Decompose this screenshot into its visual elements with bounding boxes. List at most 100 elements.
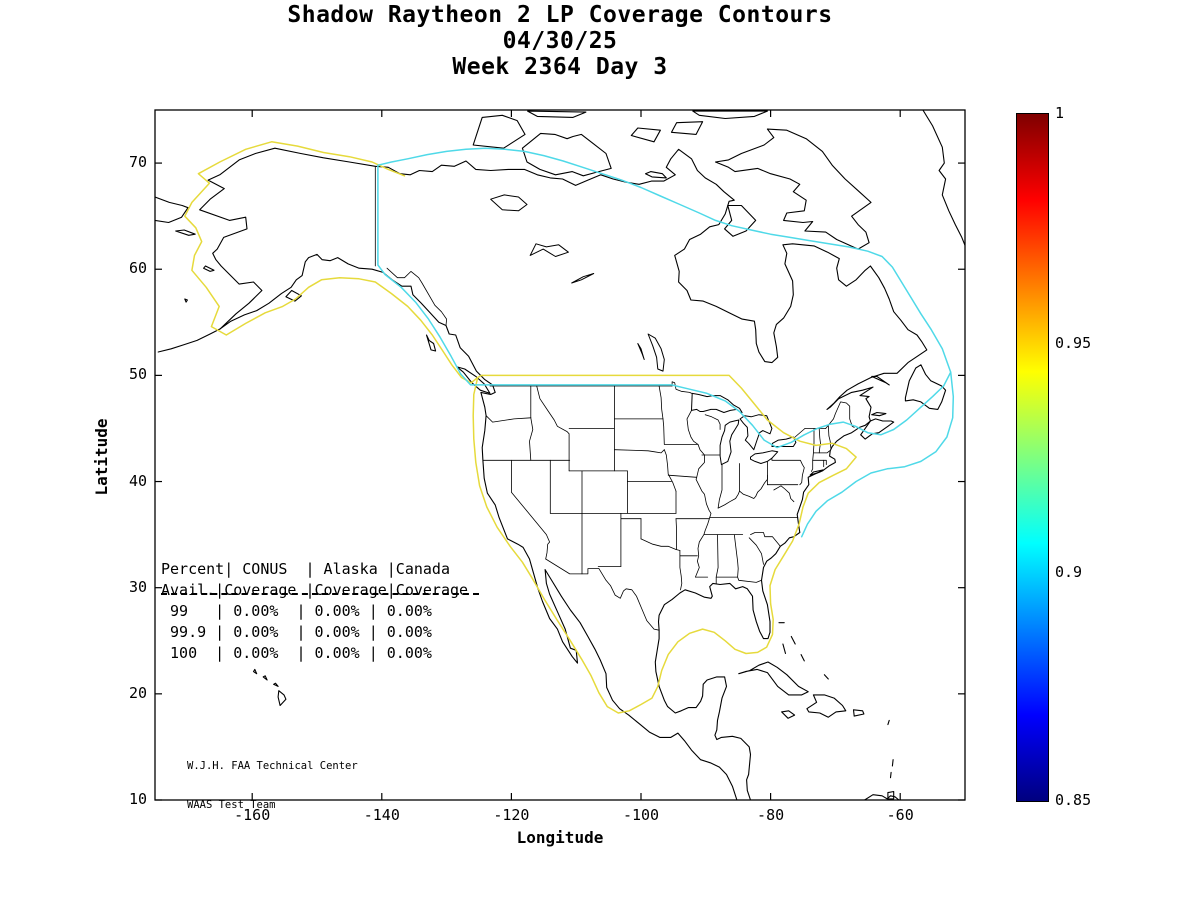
state-border: [686, 410, 699, 445]
state-border: [640, 538, 681, 551]
coastline-pei: [871, 411, 887, 417]
credit-line-1: W.J.H. FAA Technical Center: [187, 760, 358, 772]
state-border: [771, 456, 805, 486]
title-line-3: Week 2364 Day 3: [452, 54, 668, 80]
state-border: [717, 463, 723, 509]
coastline-greenland-coast: [922, 110, 965, 247]
lake-huron: [739, 414, 773, 451]
y-tick-label: 40: [128, 471, 147, 490]
table-header-row-2: Avail.|Coverage |Coverage|Coverage: [161, 581, 469, 599]
axis-box: [154, 109, 966, 801]
y-tick-label: 10: [128, 790, 147, 808]
title-line-2: 04/30/25: [502, 28, 618, 54]
state-border: [485, 415, 532, 423]
state-border: [658, 385, 665, 445]
state-border: [529, 417, 534, 461]
x-tick-label: -160: [234, 806, 271, 824]
coastline-chukotka: [155, 196, 189, 224]
x-tick-label: -120: [493, 806, 530, 824]
coastline-eleuthera: [790, 635, 796, 645]
state-border: [715, 534, 719, 584]
table-divider-dashed-line: [161, 593, 479, 595]
colorbar-tick-label-095: 0.95: [1055, 334, 1092, 352]
credit-annotation: W.J.H. FAA Technical Center WAAS Test Te…: [187, 734, 358, 838]
coastline-jamaica: [781, 710, 796, 719]
plot-title: Shadow Raytheon 2 LP Coverage Contours 0…: [155, 2, 965, 80]
state-border: [818, 428, 821, 454]
coastline-southampton: [724, 204, 757, 237]
title-line-1: Shadow Raytheon 2 LP Coverage Contours: [287, 2, 833, 28]
state-border: [733, 534, 739, 578]
lake-erie: [750, 450, 779, 464]
coastline-nunivak: [203, 265, 215, 272]
coastline-long-island: [809, 469, 824, 476]
lake-athabasca: [571, 273, 595, 284]
state-border: [511, 459, 550, 560]
state-border: [793, 428, 806, 439]
x-tick-label: -80: [757, 806, 785, 824]
state-border: [386, 267, 447, 326]
coastline-banks-island: [472, 114, 526, 149]
colorbar-tick-label-085: 0.85: [1055, 791, 1092, 809]
coastline-antilles-1: [887, 719, 890, 726]
coastline-antilles-3: [889, 771, 892, 779]
state-border: [704, 414, 721, 430]
state-border: [667, 474, 698, 478]
coastline-melville: [527, 110, 587, 118]
state-border: [827, 401, 855, 428]
state-border: [737, 576, 762, 583]
state-border: [812, 459, 827, 465]
lake-great-slave: [529, 243, 569, 257]
coverage-table: Percent| CONUS | Alaska |Canada Avail.|C…: [161, 560, 501, 670]
table-row-99: 99 | 0.00% | 0.00% | 0.00%: [161, 602, 432, 620]
coastline-pribilof: [184, 298, 188, 303]
coastline-venezuela-coast: [864, 794, 900, 800]
lake-great-bear: [490, 194, 528, 212]
coastline-hispaniola: [806, 694, 847, 718]
state-border: [811, 428, 815, 472]
coastline-puerto-rico: [852, 709, 865, 717]
state-border: [813, 450, 830, 454]
x-axis-label: Longitude: [516, 828, 604, 847]
state-border: [663, 449, 677, 492]
x-tick-label: -60: [886, 806, 914, 824]
coastline-maui: [273, 682, 279, 687]
state-border: [614, 449, 665, 454]
colorbar-tick-label-1: 1: [1055, 104, 1065, 122]
coastline-mainland: [199, 147, 928, 800]
coverage-contour-0.9: [800, 371, 955, 538]
x-tick-label: -140: [363, 806, 400, 824]
coastline-andros: [782, 643, 787, 655]
coastline-long-bahama: [800, 654, 805, 662]
lake-winnipeg: [647, 333, 665, 372]
coastline-antilles-2: [891, 759, 894, 767]
state-border: [545, 558, 600, 575]
coastline-prince-of-wales: [630, 127, 661, 143]
coastline-trinidad: [887, 790, 895, 800]
state-border: [825, 424, 832, 449]
y-tick-label: 30: [128, 577, 147, 596]
state-border: [750, 532, 781, 547]
table-row-100: 100 | 0.00% | 0.00% | 0.00%: [161, 644, 432, 662]
state-border: [679, 550, 683, 591]
x-tick-label: -100: [622, 806, 660, 824]
coastline-kauai: [252, 668, 258, 675]
state-border: [748, 537, 764, 565]
coastline-kodiak: [285, 289, 302, 302]
coastline-aleutians: [157, 328, 221, 353]
coastline-cuba: [738, 661, 809, 696]
y-tick-label: 20: [128, 683, 147, 702]
coastline-baffin-island: [714, 128, 872, 250]
state-border: [598, 568, 660, 631]
lake-michigan: [719, 419, 740, 466]
coastline-anticosti: [871, 375, 890, 386]
coastline-st-lawrence-island: [175, 229, 196, 236]
coastline-oahu: [262, 675, 268, 681]
coverage-contour-0.95: [184, 141, 857, 714]
coastline-haida-gwaii: [425, 334, 437, 352]
colorbar: [1016, 113, 1049, 802]
lake-superior: [691, 392, 743, 413]
state-border: [717, 474, 768, 509]
